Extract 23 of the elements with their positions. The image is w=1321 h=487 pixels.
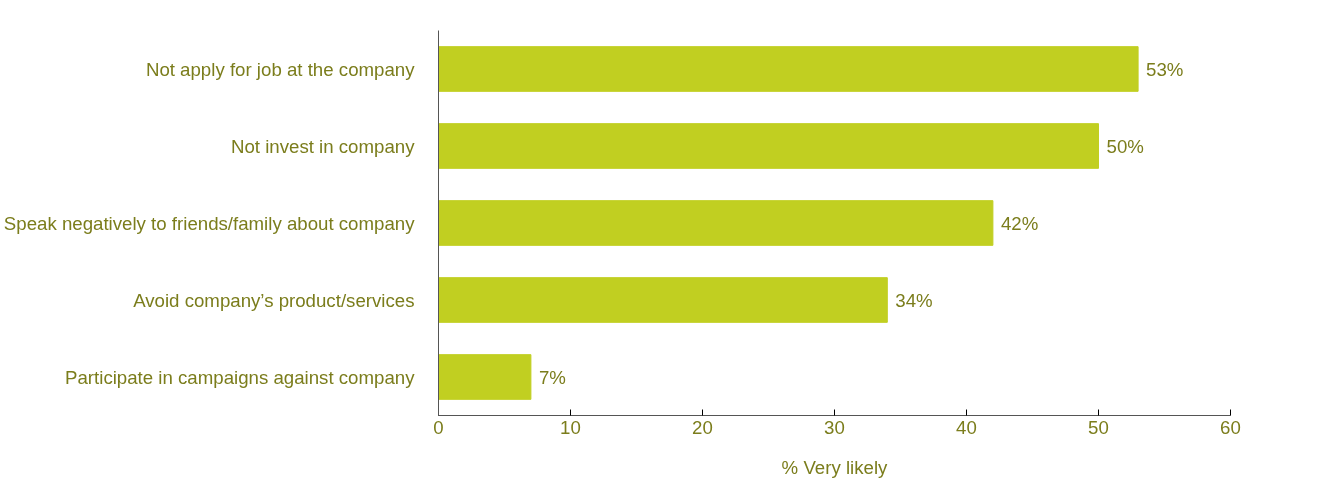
- bar: [438, 200, 994, 246]
- x-tick-label: 0: [433, 416, 444, 438]
- data-label: 53%: [1146, 58, 1184, 80]
- x-axis-title: % Very likely: [781, 456, 889, 478]
- x-tick-label: 50: [1088, 416, 1109, 438]
- y-tick-label: Participate in campaigns against company: [65, 366, 416, 388]
- y-tick-label: Avoid company’s product/services: [133, 289, 415, 311]
- x-tick-label: 30: [824, 416, 845, 438]
- y-tick-label: Not invest in company: [230, 135, 416, 157]
- bar: [438, 123, 1099, 169]
- y-tick-label: Not apply for job at the company: [145, 58, 416, 80]
- x-tick-label: 60: [1220, 416, 1241, 438]
- data-label: 7%: [538, 366, 566, 388]
- x-tick-label: 40: [956, 416, 977, 438]
- bar: [438, 277, 888, 323]
- x-tick-label: 10: [560, 416, 581, 438]
- bar: [438, 46, 1139, 92]
- y-tick-label: Speak negatively to friends/family about company: [3, 212, 416, 234]
- x-tick-label: 20: [692, 416, 713, 438]
- data-label: 42%: [1000, 212, 1039, 234]
- bar: [438, 354, 532, 400]
- data-label: 50%: [1106, 135, 1144, 157]
- data-label: 34%: [895, 289, 933, 311]
